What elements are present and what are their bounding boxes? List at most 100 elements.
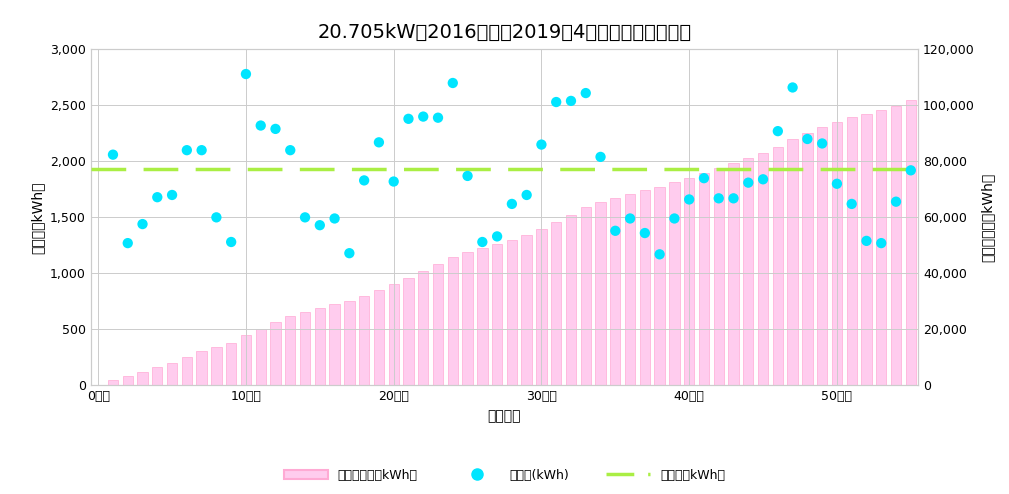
Bar	[847, 118, 857, 385]
Point	[828, 180, 845, 188]
Y-axis label: 積算発電量（kWh）: 積算発電量（kWh）	[981, 173, 995, 262]
Bar	[655, 187, 665, 385]
Bar	[182, 357, 192, 385]
Point	[770, 127, 786, 135]
Bar	[152, 367, 162, 385]
Bar	[108, 379, 118, 385]
Point	[652, 250, 668, 258]
Bar	[595, 202, 605, 385]
Bar	[743, 158, 754, 385]
Bar	[906, 100, 916, 385]
Bar	[640, 190, 650, 385]
Bar	[344, 301, 354, 385]
Bar	[507, 240, 517, 385]
Bar	[286, 316, 296, 385]
Bar	[699, 172, 709, 385]
Point	[194, 146, 210, 154]
Bar	[802, 133, 812, 385]
Bar	[831, 122, 843, 385]
Bar	[477, 248, 487, 385]
Bar	[300, 312, 310, 385]
Bar	[566, 215, 576, 385]
Point	[385, 177, 402, 185]
Point	[312, 221, 328, 229]
Bar	[536, 229, 547, 385]
Point	[844, 200, 860, 208]
Bar	[404, 278, 414, 385]
Point	[430, 114, 446, 122]
Point	[164, 191, 181, 199]
Bar	[773, 147, 783, 385]
Point	[888, 198, 904, 206]
Point	[873, 239, 889, 247]
Point	[799, 135, 815, 143]
Bar	[551, 222, 561, 385]
Point	[297, 213, 313, 221]
Bar	[388, 285, 399, 385]
Bar	[359, 295, 369, 385]
Bar	[226, 343, 236, 385]
Point	[371, 138, 387, 146]
Point	[149, 193, 165, 201]
Point	[283, 146, 299, 154]
Bar	[166, 363, 178, 385]
Bar	[669, 182, 680, 385]
Point	[681, 196, 697, 204]
Bar	[876, 110, 887, 385]
Bar	[492, 244, 502, 385]
Point	[401, 115, 417, 123]
Bar	[522, 235, 532, 385]
Point	[459, 172, 475, 180]
Bar	[433, 264, 443, 385]
Point	[607, 227, 624, 235]
Point	[592, 153, 608, 161]
Bar	[137, 372, 147, 385]
Bar	[122, 376, 133, 385]
Point	[208, 213, 224, 221]
X-axis label: 経過月数: 経過月数	[487, 409, 522, 423]
Bar	[862, 114, 872, 385]
Bar	[211, 347, 222, 385]
Bar	[610, 198, 621, 385]
Bar	[448, 257, 458, 385]
Point	[105, 151, 121, 159]
Bar	[891, 106, 901, 385]
Bar	[625, 194, 636, 385]
Y-axis label: 発電量（kWh）: 発電量（kWh）	[30, 181, 44, 253]
Point	[548, 98, 564, 106]
Point	[814, 139, 830, 147]
Point	[637, 229, 653, 237]
Point	[755, 175, 771, 183]
Bar	[817, 127, 827, 385]
Point	[223, 238, 239, 246]
Point	[578, 89, 594, 97]
Point	[134, 220, 150, 228]
Point	[356, 176, 372, 184]
Point	[696, 174, 712, 182]
Point	[534, 141, 550, 149]
Point	[120, 239, 136, 247]
Bar	[462, 251, 473, 385]
Point	[785, 83, 801, 91]
Point	[415, 113, 431, 121]
Point	[179, 146, 195, 154]
Point	[489, 233, 506, 241]
Bar	[270, 322, 281, 385]
Bar	[373, 289, 384, 385]
Point	[710, 194, 726, 202]
Point	[741, 179, 757, 187]
Bar	[684, 178, 694, 385]
Point	[666, 214, 682, 222]
Bar	[315, 308, 325, 385]
Point	[252, 122, 268, 129]
Point	[563, 97, 579, 105]
Point	[327, 214, 343, 222]
Point	[341, 249, 357, 257]
Bar	[241, 335, 251, 385]
Legend: 積算発電量（kWh）, 発電量(kWh), 平均値（kWh）: 積算発電量（kWh）, 発電量(kWh), 平均値（kWh）	[279, 463, 730, 487]
Point	[267, 125, 284, 133]
Point	[238, 70, 254, 78]
Bar	[580, 207, 591, 385]
Point	[474, 238, 490, 246]
Point	[859, 237, 875, 245]
